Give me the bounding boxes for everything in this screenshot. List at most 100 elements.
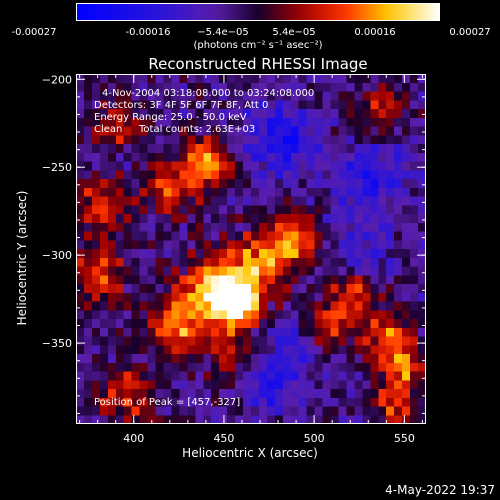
heatmap-cell bbox=[227, 161, 236, 171]
heatmap-cell bbox=[163, 152, 173, 163]
heatmap-cell bbox=[163, 397, 173, 408]
heatmap-cell bbox=[378, 117, 387, 128]
heatmap-cell bbox=[131, 319, 141, 329]
heatmap-cell bbox=[219, 284, 228, 294]
heatmap-cell bbox=[171, 214, 180, 224]
heatmap-cell bbox=[418, 205, 426, 215]
y-tick-label: −250 bbox=[42, 161, 72, 174]
heatmap-cell bbox=[179, 240, 188, 250]
heatmap-cell bbox=[258, 266, 268, 276]
heatmap-cell bbox=[410, 205, 419, 215]
heatmap-cell bbox=[266, 179, 276, 189]
heatmap-cell bbox=[298, 362, 308, 373]
heatmap-cell bbox=[243, 109, 252, 119]
heatmap-cell bbox=[83, 161, 93, 171]
heatmap-cell bbox=[123, 336, 133, 346]
heatmap-cell bbox=[266, 187, 276, 198]
heatmap-cell bbox=[235, 117, 244, 128]
heatmap-cell bbox=[83, 187, 93, 198]
heatmap-cell bbox=[362, 257, 371, 268]
heatmap-cell bbox=[227, 415, 236, 424]
heatmap-cell bbox=[306, 91, 316, 101]
heatmap-cell bbox=[410, 415, 419, 424]
heatmap-cell bbox=[274, 82, 284, 93]
heatmap-cell bbox=[83, 327, 93, 338]
heatmap-cell bbox=[147, 187, 157, 198]
heatmap-cell bbox=[163, 187, 173, 198]
heatmap-cell bbox=[314, 91, 324, 101]
heatmap-cell bbox=[195, 196, 204, 206]
heatmap-cell bbox=[227, 327, 236, 338]
heatmap-cell bbox=[99, 109, 109, 119]
heatmap-cell bbox=[306, 310, 316, 320]
heatmap-cell bbox=[298, 406, 308, 416]
heatmap-cell bbox=[179, 345, 188, 355]
heatmap-cell bbox=[227, 266, 236, 276]
heatmap-cell bbox=[227, 144, 236, 154]
heatmap-cell bbox=[139, 214, 149, 224]
heatmap-cell bbox=[418, 257, 426, 268]
heatmap-cell bbox=[131, 135, 141, 145]
heatmap-cell bbox=[346, 397, 355, 408]
heatmap-cell bbox=[290, 406, 300, 416]
heatmap-cell bbox=[370, 74, 379, 84]
heatmap-cell bbox=[155, 179, 165, 189]
heatmap-cell bbox=[227, 205, 236, 215]
heatmap-cell bbox=[298, 266, 308, 276]
heatmap-cell bbox=[402, 371, 411, 381]
heatmap-cell bbox=[354, 135, 363, 145]
heatmap-cell bbox=[354, 109, 363, 119]
heatmap-cell bbox=[314, 240, 324, 250]
heatmap-cell bbox=[402, 406, 411, 416]
heatmap-cell bbox=[107, 345, 117, 355]
heatmap-cell bbox=[410, 249, 419, 259]
colorbar-tick-label: 5.4e−05 bbox=[272, 27, 316, 38]
heatmap-cell bbox=[251, 284, 260, 294]
heatmap-cell bbox=[123, 135, 133, 145]
heatmap-cell bbox=[330, 161, 340, 171]
heatmap-cell bbox=[99, 231, 109, 241]
heatmap-cell bbox=[362, 266, 371, 276]
heatmap-cell bbox=[235, 354, 244, 364]
heatmap-cell bbox=[282, 336, 292, 346]
heatmap-cell bbox=[402, 187, 411, 198]
heatmap-cell bbox=[298, 292, 308, 303]
heatmap-cell bbox=[322, 389, 332, 399]
heatmap-cell bbox=[219, 117, 228, 128]
heatmap-cell bbox=[107, 301, 117, 311]
heatmap-cell bbox=[91, 196, 101, 206]
heatmap-cell bbox=[115, 74, 125, 84]
heatmap-cell bbox=[330, 179, 340, 189]
heatmap-cell bbox=[378, 74, 387, 84]
heatmap-cell bbox=[410, 187, 419, 198]
heatmap-cell bbox=[147, 389, 157, 399]
heatmap-cell bbox=[219, 301, 228, 311]
heatmap-cell bbox=[235, 82, 244, 93]
heatmap-cell bbox=[139, 187, 149, 198]
heatmap-cell bbox=[338, 354, 348, 364]
heatmap-cell bbox=[370, 109, 379, 119]
heatmap-cell bbox=[91, 284, 101, 294]
heatmap-cell bbox=[123, 187, 133, 198]
heatmap-cell bbox=[251, 336, 260, 346]
heatmap-cell bbox=[115, 91, 125, 101]
heatmap-cell bbox=[298, 327, 308, 338]
heatmap-cell bbox=[187, 152, 196, 163]
x-tick-label: 450 bbox=[213, 432, 234, 445]
heatmap-cell bbox=[187, 91, 196, 101]
heatmap-cell bbox=[155, 275, 165, 285]
heatmap-cell bbox=[147, 310, 157, 320]
heatmap-cell bbox=[187, 187, 196, 198]
heatmap-cell bbox=[203, 222, 212, 233]
heatmap-cell bbox=[251, 249, 260, 259]
heatmap-cell bbox=[338, 327, 348, 338]
heatmap-cell bbox=[179, 91, 188, 101]
heatmap-cell bbox=[314, 161, 324, 171]
heatmap-cell bbox=[115, 397, 125, 408]
heatmap-cell bbox=[418, 231, 426, 241]
heatmap-cell bbox=[99, 380, 109, 390]
heatmap-cell bbox=[235, 222, 244, 233]
heatmap-cell bbox=[115, 292, 125, 303]
heatmap-cell bbox=[410, 310, 419, 320]
heatmap-cell bbox=[203, 345, 212, 355]
